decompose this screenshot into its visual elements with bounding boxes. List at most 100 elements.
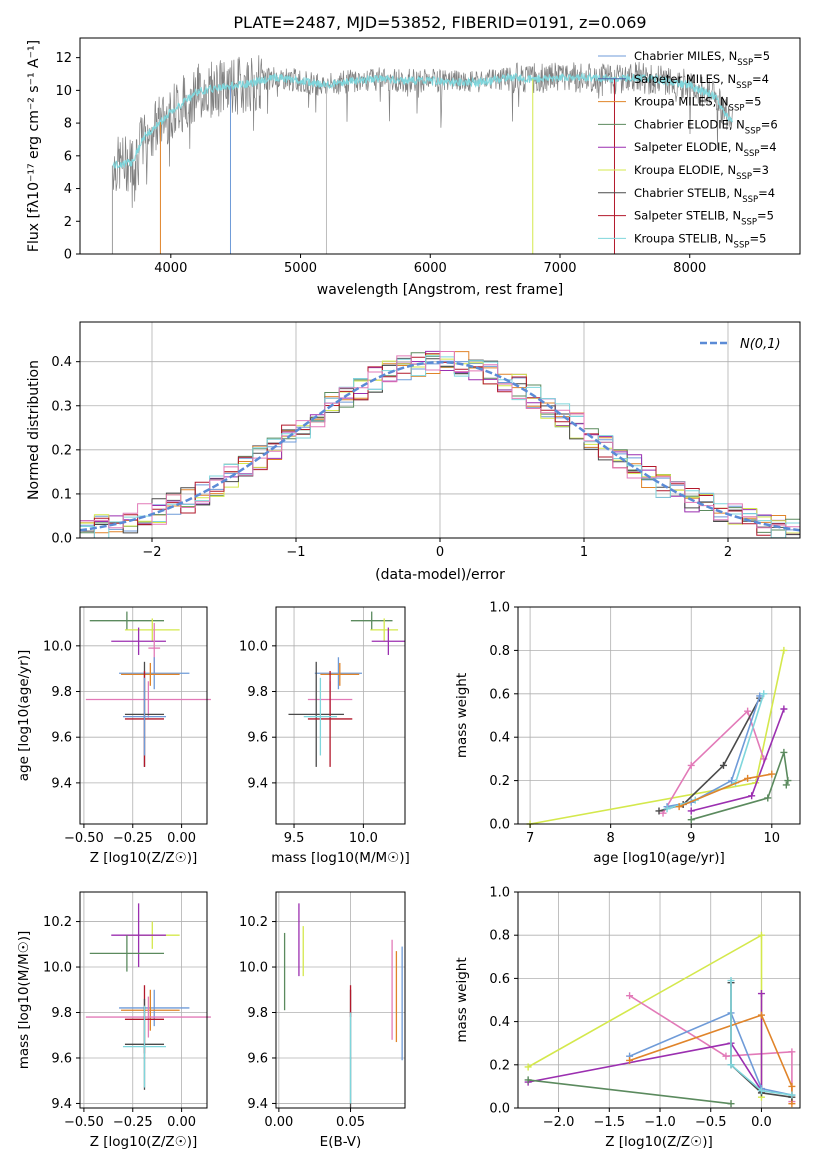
xtick-label: −0.50 [64,1115,104,1130]
spectrum-xtick-label: 8000 [673,261,706,276]
weight-marker [748,792,756,800]
errorbar-point [111,903,166,968]
ssp-subscript: SSP [744,149,760,159]
ssp-count: =3 [752,163,769,177]
residuals-xtick-label: 1 [580,545,588,560]
residuals-xtick-label: 0 [436,545,444,560]
residuals-legend: N(0,1) [700,337,781,352]
errorbar-point [85,996,211,1038]
normal-curve [79,360,801,532]
weight-marker [719,761,727,769]
figure-title: PLATE=2487, MJD=53852, FIBERID=0191, z=0… [233,13,646,32]
ytick-label: 0.0 [489,1102,510,1117]
weight-marker [687,807,695,815]
weight-marker [727,977,735,985]
spectrum-legend-label: Chabrier STELIB, NSSP=4 [634,186,775,205]
weight-marker [780,646,788,654]
weight-marker [760,690,768,698]
spectrum-ytick-label: 6 [64,149,72,164]
weight-marker [788,1091,796,1099]
residuals-ylabel: Normed distribution [26,360,42,500]
ytick-label: 0.2 [489,1058,510,1073]
panel-frame [275,891,406,1109]
errorbar-point [320,662,360,686]
residuals-plot-area [79,322,801,539]
ytick-label: 10.0 [43,961,72,976]
normal-legend-label: N(0,1) [740,337,781,352]
errorbar-point [307,670,353,767]
errorbar-point [111,627,166,655]
weight-marker [780,705,788,713]
ytick-label: 0.6 [489,972,510,987]
ssp-subscript: SSP [736,172,752,182]
panel-xlabel: Z [log10(Z/Z☉)] [605,1134,713,1150]
weight-series-line [527,993,763,1094]
ytick-label: 10.2 [43,915,72,930]
parameter-panels: −0.50 −0.25 0.00 9.4 9.6 9.8 10.0 Z [log10(Z/Z☉… [16,601,801,1150]
panel-ylabel: mass [log10(M/M☉)] [16,931,32,1070]
xtick-label: −0.50 [64,831,104,846]
spectrum-xtick-label: 6000 [414,261,447,276]
errorbar-point [119,657,190,690]
weight-marker [788,1048,796,1056]
errorbar-point [119,989,190,1027]
ytick-label: 9.8 [51,1006,72,1021]
weight-marker [524,1076,532,1084]
mass-vs-Z-panel: −0.50 −0.25 0.00 9.4 9.6 9.8 10.0 10.2 Z [log10(… [16,891,211,1150]
weight-marker [757,990,765,998]
xtick-label: 0.00 [167,1115,196,1130]
ssp-count: =6 [761,117,778,131]
weight-series-line [527,933,763,1098]
ytick-label: 9.8 [247,685,268,700]
errorbar-point [122,1005,166,1088]
weight-series-line [662,709,765,814]
residuals-xtick-label: −1 [286,545,305,560]
weight-series-line [528,1079,732,1105]
panel-frame [517,606,801,825]
spectrum-legend-label: Chabrier ELODIE, NSSP=6 [634,117,778,136]
ytick-label: 10.0 [239,961,268,976]
weight-series-line [629,1011,793,1096]
weight-marker [675,803,683,811]
spectrum-frame [79,37,801,255]
residuals-ticks: −2 −1 0 1 2 0.0 0.1 0.2 0.3 0.4 [51,355,732,560]
xtick-label: 9 [687,831,695,846]
ytick-label: 10.0 [43,639,72,654]
age-vs-Z-panel: −0.50 −0.25 0.00 9.4 9.6 9.8 10.0 Z [log10(Z/Z☉… [16,606,211,866]
spectrum-xtick-label: 4000 [154,261,187,276]
residuals-ytick-label: 0.1 [51,487,72,502]
ytick-label: 9.6 [51,1051,72,1066]
spectrum-ylabel: Flux [fλ10⁻¹⁷ erg cm⁻² s⁻¹ A⁻¹] [26,40,42,252]
weight-marker [524,1063,532,1071]
ytick-label: 0.8 [489,644,510,659]
panel-frame [275,606,406,825]
ssp-subscript: SSP [737,58,753,68]
spectrum-ytick-label: 2 [64,215,72,230]
weight-marker [727,1061,735,1069]
errorbar-point [85,681,211,718]
ssp-count: =5 [757,209,774,223]
panel-xlabel: E(B-V) [320,1134,362,1150]
weight-marker [659,809,667,817]
spectrum-legend-label: Kroupa ELODIE, NSSP=3 [634,163,769,182]
ssp-subscript: SSP [729,104,745,114]
xtick-label: 0.00 [264,1115,293,1130]
weight-marker [655,807,663,815]
ytick-label: 1.0 [489,886,510,901]
mass-vs-EBV-panel: 0.00 0.05 9.4 9.6 9.8 10.0 10.2 E(B-V) [239,891,406,1150]
ssp-count: =4 [760,140,777,154]
xtick-label: 7 [526,831,534,846]
weight-marker [757,1087,765,1095]
errorbar-point [288,661,344,767]
ytick-label: 9.8 [51,685,72,700]
weight-series-line [730,980,793,1096]
panel-xlabel: Z [log10(Z/Z☉)] [90,850,198,866]
ssp-count: =5 [744,95,761,109]
weight-marker [626,1056,634,1064]
spectrum-ytick-label: 12 [55,51,72,66]
xtick-label: 0.00 [167,831,196,846]
spectrum-model-line [111,71,733,169]
panel-xlabel: Z [log10(Z/Z☉)] [90,1134,198,1150]
panel-ylabel: age [log10(age/yr)] [16,650,32,782]
spectrum-plot-area [111,55,733,254]
